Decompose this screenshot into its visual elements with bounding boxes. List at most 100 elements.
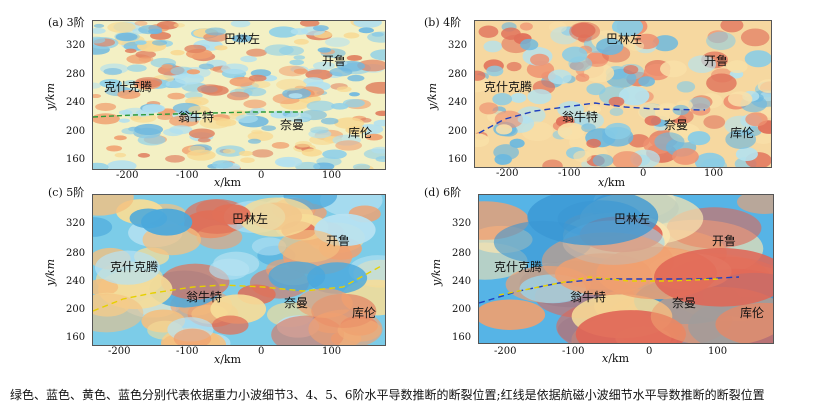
anomaly-blob (586, 138, 602, 148)
anomaly-blob (138, 56, 154, 63)
fault-line (478, 102, 706, 134)
anomaly-blob (720, 21, 744, 33)
anomaly-blob (345, 125, 368, 135)
anomaly-blob (134, 77, 163, 88)
anomaly-blob (226, 91, 250, 101)
anomaly-blob (375, 156, 385, 162)
y-tick: 280 (66, 248, 86, 259)
anomaly-blob (519, 22, 533, 31)
anomaly-blob (134, 21, 148, 26)
anomaly-blob (561, 46, 588, 63)
x-tick: -100 (176, 170, 199, 181)
anomaly-blob (475, 133, 490, 148)
anomaly-blob (114, 152, 127, 158)
anomaly-blob (93, 36, 106, 44)
anomaly-blob (199, 116, 231, 129)
anomaly-blob (289, 59, 305, 66)
anomaly-blob (230, 21, 251, 28)
anomaly-blob (274, 156, 303, 168)
x-tick: 0 (258, 346, 265, 357)
anomaly-blob (700, 158, 728, 167)
anomaly-blob (114, 135, 127, 141)
anomaly-blob (118, 118, 130, 123)
anomaly-blob (103, 68, 123, 76)
place-kailu: 开鲁 (326, 234, 351, 248)
anomaly-blob (95, 102, 117, 111)
anomaly-blob (358, 27, 374, 34)
anomaly-blob (687, 55, 717, 74)
anomaly-blob (251, 129, 263, 135)
anomaly-blobs (93, 195, 385, 345)
y-tick: 160 (452, 332, 472, 343)
anomaly-blob (654, 248, 773, 307)
anomaly-blob (135, 50, 156, 59)
x-tick: 100 (708, 346, 728, 357)
anomaly-blob (115, 32, 138, 42)
anomaly-blob (261, 125, 276, 132)
anomaly-blob (317, 47, 332, 53)
x-tick: 100 (704, 168, 724, 179)
y-tick: 200 (66, 126, 86, 137)
anomaly-blob (212, 315, 249, 335)
anomaly-blob (479, 299, 546, 330)
anomaly-blob (557, 122, 585, 140)
field-b (475, 21, 771, 167)
place-naiman: 奈曼 (672, 296, 697, 310)
anomaly-blob (740, 28, 770, 47)
place-keshiketeng: 克什克腾 (104, 80, 153, 94)
fault-line (498, 276, 720, 296)
anomaly-blob (583, 63, 615, 83)
y-tick: 240 (452, 276, 472, 287)
anomaly-blob (727, 91, 753, 107)
anomaly-blob (137, 134, 166, 146)
anomaly-blob (184, 115, 201, 122)
anomaly-blob (106, 145, 123, 152)
panel-label: (b) 4阶 (424, 16, 462, 29)
anomaly-blobs (479, 195, 773, 343)
anomaly-blob (305, 69, 333, 80)
place-keshiketeng: 克什克腾 (494, 260, 543, 274)
anomaly-blob (188, 105, 210, 114)
anomaly-blob (652, 35, 679, 52)
anomaly-blob (612, 151, 643, 167)
anomaly-blob (188, 128, 215, 139)
anomaly-blob (365, 133, 383, 141)
anomaly-blob (575, 111, 605, 130)
anomaly-blob (248, 74, 267, 82)
anomaly-blob (495, 124, 513, 135)
anomaly-blob (592, 153, 614, 167)
anomaly-blob (757, 79, 771, 93)
anomaly-blob (134, 40, 147, 45)
anomaly-blob (596, 37, 624, 56)
anomaly-blob (627, 40, 645, 51)
anomaly-blob (106, 160, 137, 169)
anomaly-blob (93, 27, 106, 34)
figure-caption: 绿色、蓝色、黄色、蓝色分别代表依据重力小波细节3、4、5、6阶水平导数推断的断裂… (10, 388, 765, 402)
anomaly-blob (124, 80, 138, 86)
y-tick: 320 (448, 40, 468, 51)
anomaly-blob (745, 112, 768, 127)
anomaly-blob (486, 65, 504, 77)
anomaly-blob (365, 81, 385, 94)
anomaly-blob (229, 76, 255, 87)
anomaly-blob (197, 84, 223, 95)
anomaly-blob (222, 148, 236, 154)
anomaly-blob (247, 131, 274, 142)
place-naiman: 奈曼 (284, 296, 309, 310)
anomaly-blob (735, 147, 758, 161)
x-tick: -100 (558, 168, 581, 179)
anomaly-blob (197, 137, 211, 143)
y-tick: 200 (452, 304, 472, 315)
place-wengniute: 翁牛特 (178, 110, 215, 124)
y-axis-label: y/km (44, 258, 57, 286)
anomaly-blob (744, 50, 771, 68)
anomaly-blob (214, 45, 228, 51)
map-c (92, 194, 386, 346)
anomaly-blob (165, 154, 185, 163)
anomaly-blob (737, 195, 773, 214)
anomaly-blob (301, 148, 323, 157)
anomaly-blobs (475, 21, 771, 167)
anomaly-blob (167, 92, 186, 100)
anomaly-blob (569, 21, 601, 42)
anomaly-blob (478, 25, 499, 38)
